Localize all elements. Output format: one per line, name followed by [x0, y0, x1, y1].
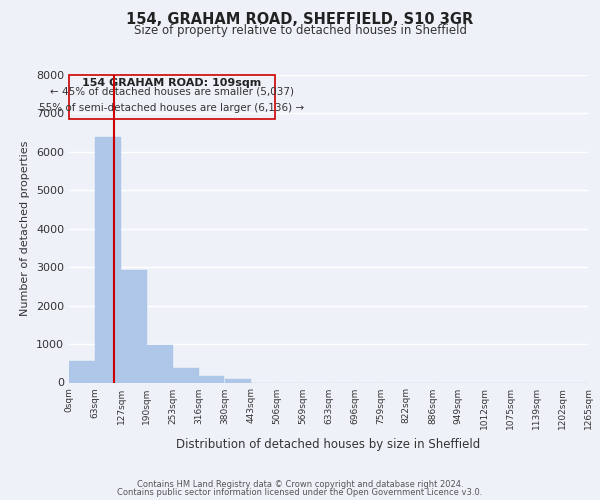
X-axis label: Distribution of detached houses by size in Sheffield: Distribution of detached houses by size … [176, 438, 481, 451]
Y-axis label: Number of detached properties: Number of detached properties [20, 141, 31, 316]
Text: 55% of semi-detached houses are larger (6,136) →: 55% of semi-detached houses are larger (… [40, 103, 305, 113]
Bar [95, 138, 121, 382]
Text: Contains public sector information licensed under the Open Government Licence v3: Contains public sector information licen… [118, 488, 482, 497]
Bar [225, 378, 251, 382]
Text: 154, GRAHAM ROAD, SHEFFIELD, S10 3GR: 154, GRAHAM ROAD, SHEFFIELD, S10 3GR [127, 12, 473, 28]
Bar [199, 376, 224, 382]
Text: Contains HM Land Registry data © Crown copyright and database right 2024.: Contains HM Land Registry data © Crown c… [137, 480, 463, 489]
Text: ← 45% of detached houses are smaller (5,037): ← 45% of detached houses are smaller (5,… [50, 87, 294, 97]
Bar [69, 362, 95, 382]
Bar [173, 368, 199, 382]
Bar [69, 75, 275, 119]
Bar [121, 270, 147, 382]
Text: 154 GRAHAM ROAD: 109sqm: 154 GRAHAM ROAD: 109sqm [82, 78, 262, 88]
Text: Size of property relative to detached houses in Sheffield: Size of property relative to detached ho… [133, 24, 467, 37]
Bar [147, 345, 173, 383]
